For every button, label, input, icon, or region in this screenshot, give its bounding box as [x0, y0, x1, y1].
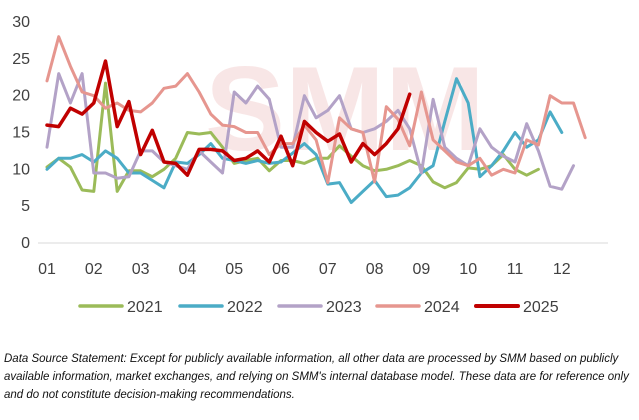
series-lines: [45, 35, 587, 204]
y-tick-label: 0: [21, 235, 30, 252]
legend-item-2024: 2024: [375, 299, 460, 316]
x-tick-label: 06: [272, 261, 290, 278]
x-tick-label: 10: [459, 261, 477, 278]
y-tick-label: 30: [12, 14, 30, 31]
legend-item-2022: 2022: [178, 299, 263, 316]
x-tick-label: 12: [553, 261, 571, 278]
legend-label: 2023: [326, 299, 362, 316]
x-tick-label: 08: [366, 261, 384, 278]
y-tick-label: 20: [12, 88, 30, 105]
series-line-2022: [45, 77, 564, 204]
x-tick-label: 09: [413, 261, 431, 278]
x-tick-label: 07: [319, 261, 337, 278]
x-tick-label: 02: [85, 261, 103, 278]
x-tick-label: 11: [507, 261, 524, 278]
legend-item-2023: 2023: [277, 299, 362, 316]
x-tick-label: 05: [225, 261, 243, 278]
x-tick-label: 01: [38, 261, 56, 278]
data-source-statement: Data Source Statement: Except for public…: [4, 353, 629, 401]
legend-item-2021: 2021: [78, 299, 163, 316]
series-line-2023: [45, 72, 575, 191]
x-tick-label: 04: [179, 261, 197, 278]
series-line-2024: [45, 35, 587, 185]
y-tick-label: 15: [12, 125, 30, 142]
legend-label: 2025: [523, 299, 559, 316]
y-tick-label: 10: [12, 161, 30, 178]
chart-legend: 2021 2022 2023 2024 2025: [78, 299, 559, 316]
series-line-2025: [45, 59, 412, 177]
legend-item-2025: 2025: [474, 299, 559, 316]
y-tick-label: 5: [21, 198, 30, 215]
legend-label: 2024: [424, 299, 460, 316]
legend-label: 2021: [127, 299, 163, 316]
y-tick-label: 25: [12, 51, 30, 68]
x-tick-label: 03: [132, 261, 150, 278]
legend-label: 2022: [227, 299, 263, 316]
